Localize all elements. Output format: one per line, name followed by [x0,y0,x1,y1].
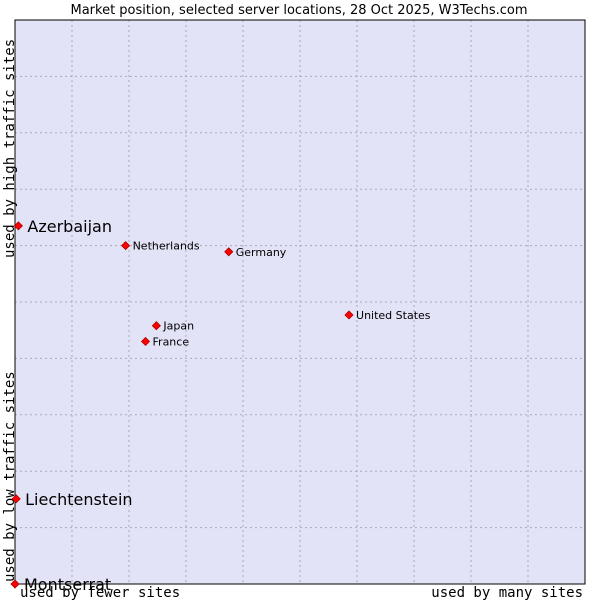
grid-lines [15,20,585,584]
point-marker-germany [224,247,234,257]
point-label-germany: Germany [236,246,287,259]
point-label-montserrat: Montserrat [24,575,111,594]
point-marker-liechtenstein [11,494,21,504]
plot-border [14,19,586,585]
point-label-liechtenstein: Liechtenstein [25,490,132,509]
point-label-azerbaijan: Azerbaijan [27,217,112,236]
point-marker-montserrat [10,579,20,589]
point-label-netherlands: Netherlands [133,240,200,253]
point-label-france: France [153,335,190,348]
point-label-united-states: United States [356,309,431,322]
x-axis-label-low: used by fewer sites [20,585,180,600]
chart-title: Market position, selected server locatio… [70,3,527,18]
point-marker-netherlands [121,241,131,251]
point-marker-japan [151,321,161,331]
x-axis-label-high: used by many sites [431,585,583,600]
y-axis-label-high: used by high traffic sites [2,39,18,258]
point-marker-united-states [344,310,354,320]
point-label-japan: Japan [162,320,194,333]
point-marker-azerbaijan [13,221,23,231]
y-axis-label-low: used by low traffic sites [2,371,18,582]
point-marker-france [140,336,151,347]
data-points: Azerbaijan Netherlands Germany United State… [10,217,431,594]
